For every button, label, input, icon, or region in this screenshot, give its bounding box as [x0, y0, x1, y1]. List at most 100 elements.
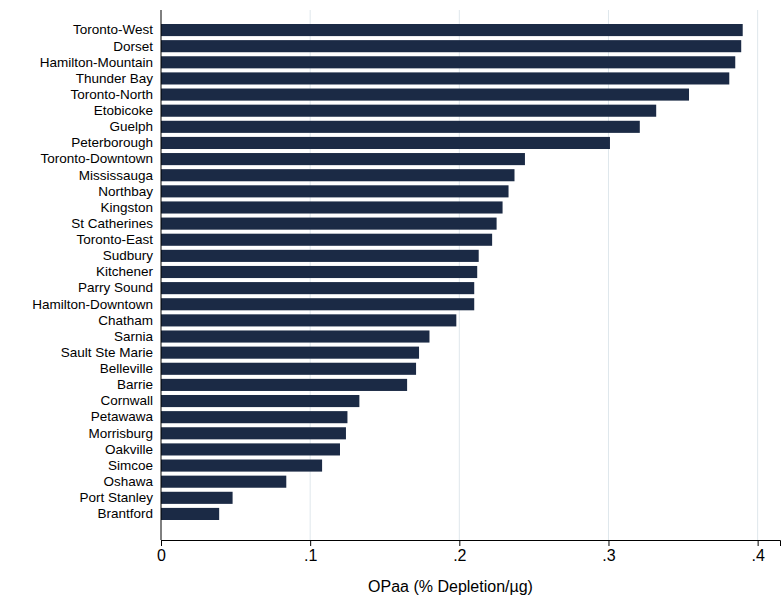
y-tick: St Catherines — [71, 216, 153, 231]
y-tick-label: Mississauga — [79, 168, 154, 183]
y-tick-label: Cornwall — [100, 393, 153, 408]
y-tick: Toronto-Downtown — [40, 151, 153, 166]
y-tick: Thunder Bay — [76, 71, 154, 86]
y-tick-label: Hamilton-Mountain — [40, 55, 153, 70]
y-tick: Morrisburg — [88, 426, 153, 441]
bar — [161, 40, 741, 52]
y-tick-label: Sudbury — [103, 248, 154, 263]
x-tick-mark — [758, 540, 759, 546]
y-tick-label: Northbay — [98, 184, 153, 199]
y-tick: Dorset — [113, 38, 153, 53]
bar — [161, 218, 497, 230]
y-tick: Oshawa — [103, 474, 153, 489]
x-tick: 0 — [157, 540, 166, 564]
y-tick-label: Toronto-Downtown — [40, 151, 153, 166]
bar — [161, 266, 477, 278]
x-tick-label: .2 — [453, 547, 466, 564]
y-tick-label: Toronto-North — [70, 87, 153, 102]
y-tick-label: Etobicoke — [94, 103, 153, 118]
x-tick-mark — [161, 540, 162, 546]
bar — [161, 330, 429, 342]
bar — [161, 185, 509, 197]
y-tick: Mississauga — [79, 168, 154, 183]
y-tick-label: Oshawa — [103, 474, 153, 489]
y-tick-label: Petawawa — [91, 409, 154, 424]
y-tick: Sault Ste Marie — [61, 345, 153, 360]
bar — [161, 56, 735, 68]
bar — [161, 234, 492, 246]
x-tick: .1 — [304, 540, 317, 564]
y-tick: Belleville — [100, 361, 153, 376]
y-tick-label: Toronto-West — [73, 22, 153, 37]
bars — [161, 24, 743, 520]
y-tick: Hamilton-Mountain — [40, 55, 153, 70]
y-tick: Simcoe — [108, 458, 153, 473]
x-tick-label: .4 — [751, 547, 764, 564]
bar — [161, 250, 479, 262]
bar — [161, 105, 656, 117]
x-axis-title: OPaa (% Depletion/µg) — [368, 578, 533, 595]
bar — [161, 72, 729, 84]
y-tick: Kitchener — [96, 264, 154, 279]
y-tick-label: Belleville — [100, 361, 153, 376]
x-tick: .4 — [751, 540, 764, 564]
x-tick-mark — [608, 540, 609, 546]
y-tick-label: Chatham — [98, 313, 153, 328]
y-tick-label: St Catherines — [71, 216, 153, 231]
bar — [161, 298, 474, 310]
y-tick-label: Sarnia — [114, 329, 154, 344]
y-tick-label: Toronto-East — [76, 232, 153, 247]
y-tick: Cornwall — [100, 393, 153, 408]
x-tick-mark — [310, 540, 311, 546]
y-tick: Parry Sound — [78, 280, 153, 295]
y-tick: Peterborough — [71, 135, 153, 150]
y-tick: Sarnia — [114, 329, 154, 344]
bar — [161, 314, 456, 326]
y-tick: Brantford — [97, 506, 153, 521]
bar — [161, 460, 322, 472]
x-tick-label: 0 — [157, 547, 166, 564]
x-axis: 0 .1 .2 .3 .4 — [157, 540, 780, 564]
y-tick-label: Guelph — [109, 119, 153, 134]
x-tick: .2 — [453, 540, 466, 564]
bar — [161, 282, 474, 294]
bar — [161, 427, 346, 439]
y-tick: Oakville — [105, 442, 153, 457]
bar — [161, 508, 219, 520]
y-tick: Barrie — [117, 377, 153, 392]
x-tick-label: .3 — [602, 547, 615, 564]
y-tick: Petawawa — [91, 409, 154, 424]
y-axis-line — [161, 10, 162, 540]
grid-line — [757, 10, 758, 540]
bar — [161, 347, 419, 359]
y-tick-label: Parry Sound — [78, 280, 153, 295]
bar — [161, 411, 347, 423]
y-tick-label: Simcoe — [108, 458, 153, 473]
y-tick-label: Kingston — [100, 200, 153, 215]
bar — [161, 121, 640, 133]
bar — [161, 153, 525, 165]
bar — [161, 395, 359, 407]
y-tick-label: Oakville — [105, 442, 153, 457]
y-tick-label: Dorset — [113, 38, 153, 53]
y-tick: Port Stanley — [79, 490, 153, 505]
y-tick-label: Barrie — [117, 377, 153, 392]
y-tick: Toronto-West — [73, 22, 153, 37]
y-tick-label: Thunder Bay — [76, 71, 154, 86]
y-tick-label: Peterborough — [71, 135, 153, 150]
y-tick: Northbay — [98, 184, 153, 199]
y-tick-label: Port Stanley — [79, 490, 153, 505]
bar — [161, 443, 340, 455]
bar — [161, 89, 689, 101]
bar — [161, 201, 503, 213]
y-tick: Etobicoke — [94, 103, 153, 118]
bar — [161, 363, 416, 375]
bar — [161, 476, 286, 488]
x-axis-line — [162, 541, 781, 547]
y-tick: Kingston — [100, 200, 153, 215]
chart: 0 .1 .2 .3 .4 Toronto-WestDorset Hamilton-Moun… — [0, 0, 783, 605]
y-tick-label: Sault Ste Marie — [61, 345, 153, 360]
y-tick-label: Brantford — [97, 506, 153, 521]
x-tick-label: .1 — [304, 547, 317, 564]
y-tick: Toronto-North — [70, 87, 153, 102]
